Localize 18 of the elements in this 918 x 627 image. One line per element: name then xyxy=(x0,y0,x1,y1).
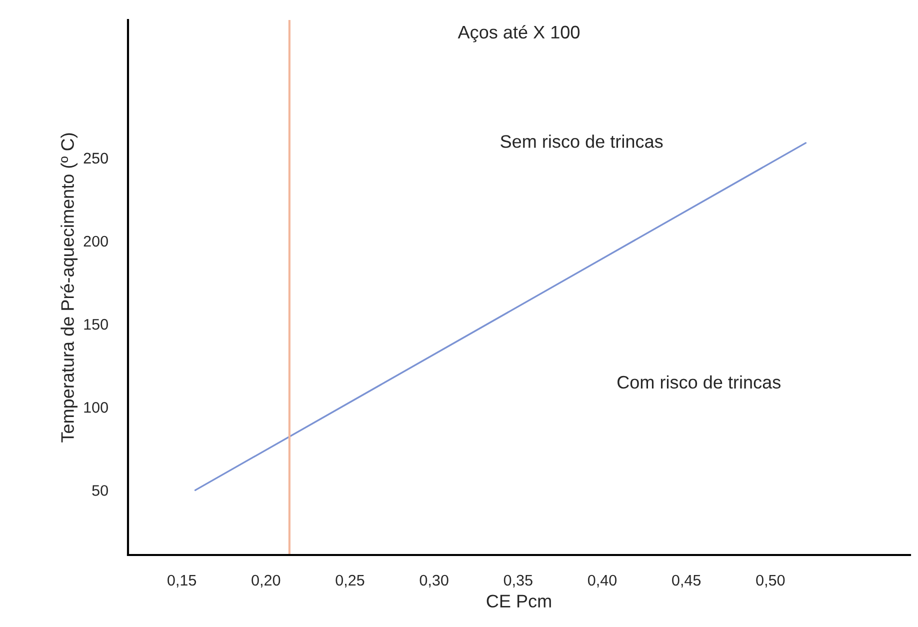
x-tick-label: 0,30 xyxy=(420,574,448,588)
annotation: Sem risco de trincas xyxy=(500,134,663,148)
annotation: Com risco de trincas xyxy=(618,375,780,389)
x-tick-label: 0,20 xyxy=(252,574,280,588)
x-axis-title: CE Pcm xyxy=(486,594,551,608)
y-tick-label: 100 xyxy=(84,402,108,413)
y-axis-title: Temperatura de Pré-aquecimento (º C) xyxy=(60,133,78,442)
y-tick-label: 250 xyxy=(84,152,108,164)
x-tick-label: 0,35 xyxy=(504,574,532,588)
y-tick-label: 200 xyxy=(84,236,108,247)
y-tick-label: 150 xyxy=(84,318,108,330)
x-tick-label: 0,50 xyxy=(756,574,785,588)
x-tick-label: 0,25 xyxy=(336,574,364,588)
chart-title: Aços até X 100 xyxy=(458,25,580,42)
x-tick-label: 0,15 xyxy=(168,574,196,588)
x-tick-label: 0,40 xyxy=(588,574,617,588)
y-tick-label: 50 xyxy=(92,485,108,496)
x-tick-label: 0,45 xyxy=(672,574,701,588)
